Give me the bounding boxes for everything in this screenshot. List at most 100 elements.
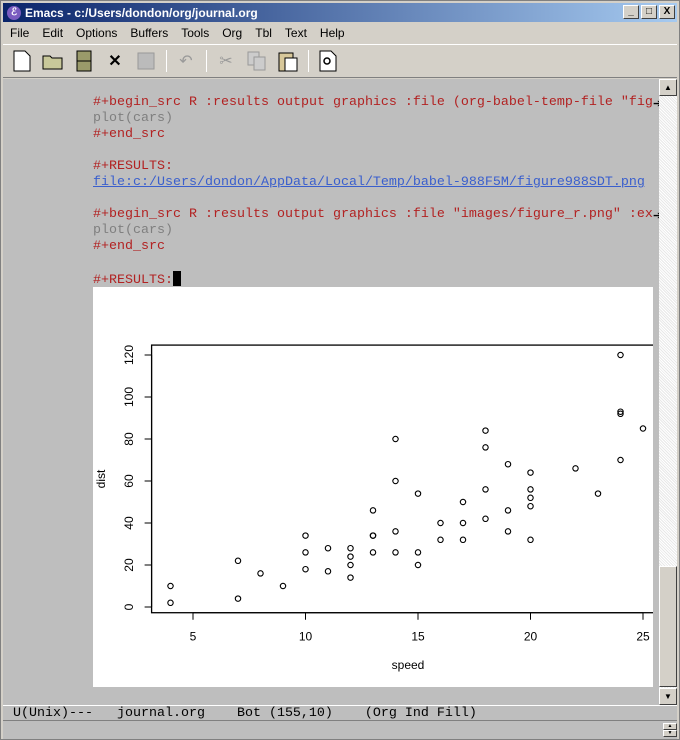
end-src-line: #+end_src bbox=[93, 239, 165, 254]
data-point bbox=[594, 490, 602, 497]
data-point bbox=[527, 494, 534, 502]
code-line: plot(cars) bbox=[93, 111, 173, 126]
undo-icon[interactable]: ↶ bbox=[179, 53, 193, 70]
data-point bbox=[437, 519, 444, 527]
x-tick-label: 20 bbox=[524, 630, 538, 644]
x-tick-label: 5 bbox=[190, 630, 197, 644]
menu-buffers[interactable]: Buffers bbox=[130, 26, 169, 40]
data-point bbox=[324, 568, 332, 575]
data-point bbox=[257, 570, 264, 577]
data-point bbox=[504, 460, 512, 468]
scatter-plot: 0 20 40 60 80 100 120 5 10 15 20 25 speed dist bbox=[94, 344, 653, 672]
data-point bbox=[459, 536, 467, 544]
data-point bbox=[347, 574, 354, 581]
minibuffer-scroll[interactable]: ▲ ▼ bbox=[663, 723, 677, 739]
data-point bbox=[392, 549, 399, 556]
toolbar-separator bbox=[308, 50, 309, 72]
data-point bbox=[414, 561, 422, 569]
menu-tbl[interactable]: Tbl bbox=[255, 26, 272, 40]
editor-buffer[interactable]: #+begin_src R :results output graphics :… bbox=[3, 79, 659, 705]
data-point bbox=[369, 507, 377, 514]
menu-org[interactable]: Org bbox=[222, 26, 243, 40]
truncation-arrow-icon: ➔ bbox=[653, 210, 659, 222]
truncation-arrow-icon: ➔ bbox=[653, 98, 659, 110]
data-point bbox=[167, 582, 174, 590]
results-line: #+RESULTS: bbox=[93, 273, 173, 288]
minimize-button[interactable]: _ bbox=[623, 5, 639, 19]
data-point bbox=[302, 532, 309, 539]
menu-text[interactable]: Text bbox=[284, 26, 307, 40]
x-axis-label: speed bbox=[392, 658, 425, 672]
y-tick-label: 40 bbox=[122, 516, 136, 530]
y-tick-label: 60 bbox=[122, 474, 136, 488]
data-point bbox=[234, 557, 242, 565]
result-file-link[interactable]: file:c:/Users/dondon/AppData/Local/Temp/… bbox=[93, 175, 645, 190]
save-disk-icon[interactable] bbox=[135, 49, 157, 73]
begin-src-line: #+begin_src R :results output graphics :… bbox=[93, 95, 653, 110]
menu-help[interactable]: Help bbox=[319, 26, 345, 40]
paste-icon[interactable] bbox=[277, 49, 299, 73]
data-point bbox=[504, 528, 512, 535]
data-point bbox=[392, 477, 399, 485]
toolbar-separator bbox=[206, 50, 207, 72]
code-line: plot(cars) bbox=[93, 223, 173, 238]
data-point bbox=[437, 536, 444, 544]
menu-edit[interactable]: Edit bbox=[42, 26, 64, 40]
new-file-icon[interactable] bbox=[11, 49, 33, 73]
data-point bbox=[527, 502, 534, 510]
data-point bbox=[369, 532, 377, 539]
y-tick-label: 100 bbox=[122, 387, 136, 407]
close-buffer-icon[interactable]: ✕ bbox=[108, 53, 122, 70]
data-point bbox=[167, 599, 174, 607]
end-src-line: #+end_src bbox=[93, 127, 165, 142]
data-point bbox=[347, 553, 354, 560]
org-source: #+begin_src R :results output graphics :… bbox=[93, 95, 653, 288]
data-point bbox=[527, 486, 534, 493]
data-point bbox=[459, 498, 467, 506]
inline-plot-image: 0 20 40 60 80 100 120 5 10 15 20 25 speed dist bbox=[93, 287, 653, 687]
x-tick-label: 15 bbox=[411, 630, 425, 644]
dired-cabinet-icon[interactable] bbox=[73, 49, 95, 73]
data-point bbox=[482, 444, 489, 451]
data-point bbox=[392, 528, 399, 535]
scroll-up-button[interactable]: ▲ bbox=[659, 79, 677, 96]
vertical-scrollbar[interactable]: ▲ ▼ bbox=[659, 79, 677, 705]
data-point bbox=[414, 549, 422, 556]
data-point bbox=[279, 582, 287, 590]
y-tick-label: 20 bbox=[122, 558, 136, 572]
cut-icon[interactable]: ✂ bbox=[219, 53, 233, 70]
copy-icon[interactable] bbox=[246, 49, 268, 73]
menu-tools[interactable]: Tools bbox=[181, 26, 210, 40]
data-point bbox=[572, 465, 579, 472]
menu-options[interactable]: Options bbox=[76, 26, 118, 40]
data-point bbox=[234, 595, 242, 602]
data-point bbox=[617, 408, 624, 415]
y-tick-label: 120 bbox=[122, 345, 136, 365]
open-folder-icon[interactable] bbox=[42, 49, 64, 73]
data-point bbox=[347, 561, 354, 569]
data-point bbox=[617, 351, 624, 359]
scroll-down-button[interactable]: ▼ bbox=[659, 688, 677, 705]
window-title: Emacs - c:/Users/dondon/org/journal.org bbox=[25, 5, 258, 20]
close-button[interactable]: X bbox=[659, 5, 675, 19]
toolbar-separator bbox=[166, 50, 167, 72]
emacs-icon: ℰ bbox=[7, 5, 21, 20]
y-axis-label: dist bbox=[94, 469, 108, 488]
data-point bbox=[302, 565, 309, 573]
data-point bbox=[324, 544, 332, 552]
maximize-button[interactable]: □ bbox=[641, 5, 657, 19]
data-point bbox=[617, 456, 624, 464]
menu-bar: File Edit Options Buffers Tools Org Tbl … bbox=[3, 24, 351, 42]
data-point bbox=[504, 507, 512, 514]
menu-file[interactable]: File bbox=[10, 26, 30, 40]
search-icon[interactable] bbox=[317, 49, 339, 73]
toolbar: ✕ ↶ ✂ bbox=[3, 44, 677, 78]
data-point bbox=[302, 549, 309, 556]
data-point bbox=[414, 490, 422, 497]
data-point bbox=[639, 425, 647, 432]
plot-box bbox=[150, 344, 653, 614]
mode-line: U(Unix)--- journal.org Bot (155,10) (Org… bbox=[3, 705, 677, 721]
scrollbar-thumb[interactable] bbox=[659, 566, 677, 687]
minibuffer[interactable] bbox=[3, 721, 677, 739]
